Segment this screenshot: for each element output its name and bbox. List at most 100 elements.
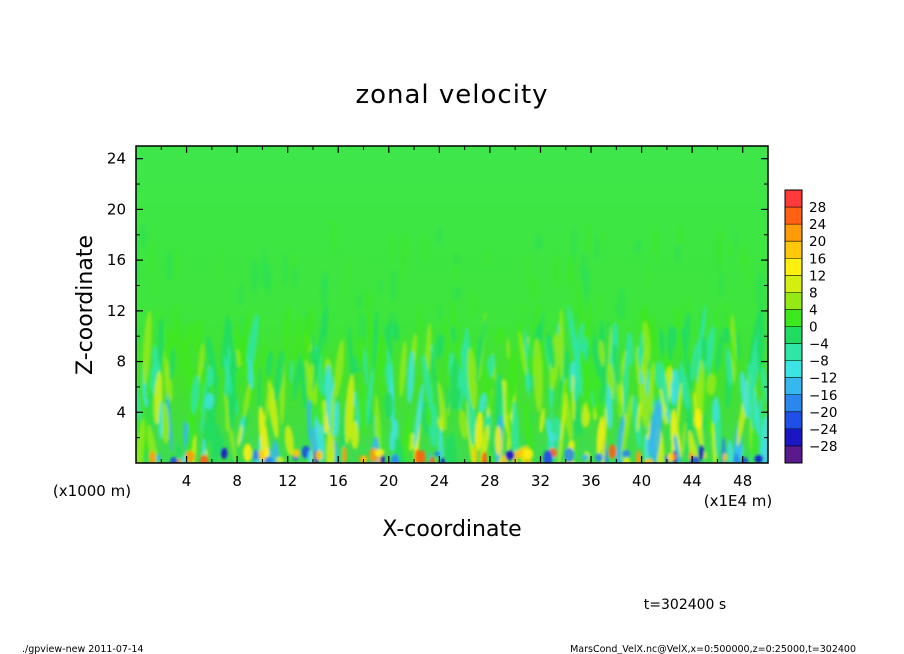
field-streak [534, 234, 543, 252]
surface-spot [149, 451, 156, 463]
field-plume [546, 418, 553, 442]
field-streak [421, 235, 429, 262]
field-plume [666, 324, 675, 361]
field-streak [718, 270, 724, 300]
field-plume [363, 346, 368, 387]
field-streak [675, 243, 681, 264]
field-plume [200, 382, 207, 435]
field-streak [468, 289, 477, 317]
field-plume [320, 337, 325, 386]
surface-spot [543, 450, 553, 463]
field-streak [647, 265, 652, 287]
field-streak [745, 269, 751, 288]
colorbar-tick-label: −24 [809, 422, 838, 438]
field-streak [581, 267, 590, 296]
y-tick-labels: 4 8 12 16 20 24 [107, 150, 126, 422]
field-plume [690, 343, 697, 382]
field-streak [347, 256, 352, 278]
surface-spot [169, 456, 178, 463]
colorbar-bin [785, 207, 802, 225]
field-plume [612, 343, 622, 386]
surface-spot [263, 448, 270, 459]
field-plume [425, 406, 432, 428]
field-plume [636, 400, 642, 433]
y-tick-label: 24 [107, 150, 126, 168]
field-plume [747, 363, 756, 430]
field-plume [350, 421, 359, 450]
field-streak [552, 254, 561, 290]
field-plume [562, 350, 571, 380]
field-plume [399, 340, 407, 398]
field-marks [136, 218, 768, 463]
colorbar-tick-label: −8 [809, 354, 829, 370]
colorbar-bin [785, 343, 802, 361]
field-plume [506, 382, 517, 456]
field-plume [706, 373, 717, 396]
field-plume [206, 336, 218, 390]
field-plume [417, 312, 422, 350]
field-plume [694, 363, 699, 383]
field-streak [521, 304, 526, 323]
field-plume [558, 393, 567, 463]
colorbar-bin [785, 275, 802, 293]
field-plume [523, 402, 534, 460]
x-tick-label: 8 [232, 472, 242, 490]
field-plume [145, 368, 151, 401]
field-plume [192, 318, 202, 356]
y-tick-label: 12 [107, 302, 126, 320]
field-plume [448, 359, 461, 413]
field-streak [600, 229, 605, 249]
field-plume [384, 391, 394, 419]
field-plume [365, 366, 374, 428]
colorbar-bin [785, 445, 802, 464]
surface-spot [644, 458, 654, 463]
colorbar-tick-label: −28 [809, 439, 838, 455]
surface-spot [473, 448, 478, 463]
field-plume [588, 329, 594, 350]
field-plume [312, 329, 323, 392]
field-plume [736, 331, 741, 361]
colorbar-tick-label: 4 [809, 302, 818, 318]
field-plume [349, 356, 358, 373]
field-plume [533, 338, 543, 413]
colorbar-bin [785, 309, 802, 327]
field-plume [701, 335, 708, 363]
field-plume [643, 433, 649, 463]
field-streak [389, 231, 395, 261]
surface-spot [390, 454, 400, 463]
field-streak [139, 266, 145, 283]
field-plume [421, 354, 433, 409]
field-plume [191, 374, 200, 415]
surface-spot [581, 454, 589, 461]
surface-spot [505, 450, 515, 461]
colorbar-tick-label: −12 [809, 371, 838, 387]
field-plume [596, 416, 605, 456]
field-plume [267, 380, 279, 439]
field-plume [727, 439, 734, 463]
field-plume [524, 329, 530, 399]
field-streak [525, 253, 531, 292]
x-tick-label: 20 [379, 472, 398, 490]
field-plume [266, 350, 273, 377]
field-streak [452, 253, 461, 266]
field-plume [527, 304, 540, 368]
field-streak [148, 240, 156, 278]
x-tick-labels: 4 8 12 16 20 24 28 32 36 40 44 48 [182, 472, 752, 490]
colorbar-tick-label: 12 [809, 268, 826, 284]
field-plume [642, 320, 651, 363]
field-plume [721, 436, 727, 463]
field-plume [407, 350, 415, 404]
field-streak [238, 283, 244, 307]
field-plume [546, 332, 556, 369]
field-plume [372, 310, 379, 371]
field-plume [696, 304, 707, 375]
field-plume [715, 337, 723, 373]
field-streak [136, 326, 141, 345]
field-plume [590, 361, 601, 420]
field-plume [702, 363, 709, 411]
field-plume [756, 306, 765, 372]
time-label: t=302400 s [644, 597, 726, 613]
field-streak [329, 218, 337, 255]
field-streak [571, 225, 577, 265]
